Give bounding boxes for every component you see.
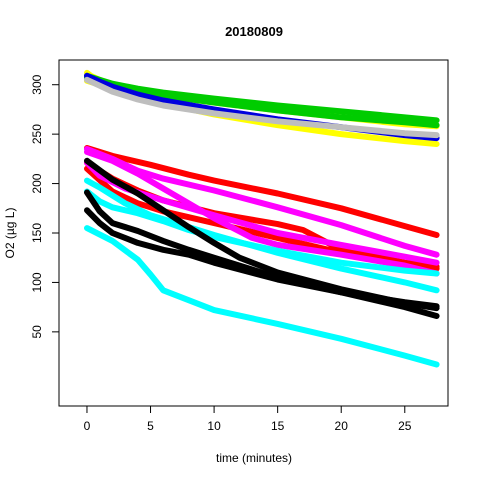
y-tick-label: 50 — [30, 325, 44, 339]
x-axis: 0 5 10 15 20 25 — [84, 405, 412, 433]
series-line-18 — [84, 207, 440, 310]
y-axis: 50 100 150 200 250 300 — [30, 74, 60, 339]
y-tick-label: 200 — [30, 173, 44, 193]
series-layer — [84, 69, 440, 368]
y-tick-label: 250 — [30, 124, 44, 144]
x-tick-label: 15 — [271, 419, 285, 433]
chart-title: 20180809 — [225, 24, 283, 39]
y-axis-label: O2 (µg L) — [3, 208, 17, 259]
x-axis-label: time (minutes) — [216, 451, 292, 465]
y-tick-label: 150 — [30, 223, 44, 243]
x-tick-label: 10 — [207, 419, 221, 433]
series-line-14 — [84, 225, 440, 368]
x-tick-label: 25 — [398, 419, 412, 433]
series-line-6 — [84, 76, 440, 139]
x-tick-label: 5 — [147, 419, 154, 433]
series-line-7 — [84, 145, 440, 238]
y-tick-label: 100 — [30, 272, 44, 292]
x-tick-label: 0 — [84, 419, 91, 433]
x-tick-label: 20 — [335, 419, 349, 433]
y-tick-label: 300 — [30, 74, 44, 94]
